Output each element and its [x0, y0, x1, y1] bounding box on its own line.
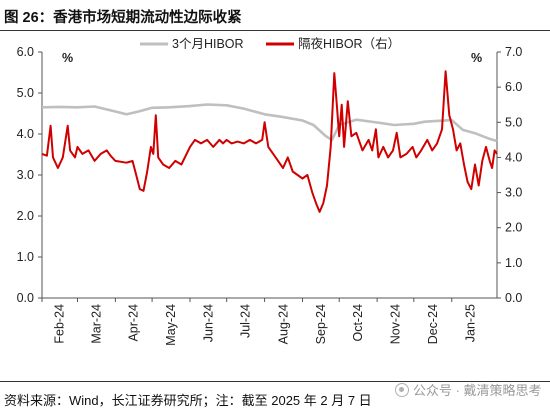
- right-tick-label: 1.0: [505, 256, 522, 270]
- right-axis-unit: %: [471, 51, 482, 65]
- wechat-account-icon: [395, 382, 409, 397]
- left-tick-label: 2.0: [17, 209, 34, 223]
- x-tick-label: Sep-24: [314, 304, 328, 344]
- legend-label: 隔夜HIBOR（右）: [298, 36, 400, 51]
- x-tick-label: May-24: [164, 304, 178, 346]
- series-line-3m-hibor: [41, 103, 498, 143]
- x-tick-label: Jul-24: [239, 304, 253, 338]
- source-note: 资料来源：Wind，长江证券研究所；注：截至 2025 年 2 月 7 日: [4, 393, 372, 408]
- left-tick-label: 5.0: [17, 86, 34, 100]
- left-axis-unit: %: [62, 51, 73, 65]
- right-tick-label: 3.0: [505, 186, 522, 200]
- right-tick-label: 6.0: [505, 80, 522, 94]
- footer-divider: [0, 381, 550, 382]
- right-tick-label: 5.0: [505, 115, 522, 129]
- series-line-overnight-hibor: [41, 70, 498, 213]
- legend-label: 3个月HIBOR: [172, 37, 244, 51]
- x-tick-label: Nov-24: [388, 304, 402, 344]
- x-tick-label: Aug-24: [277, 304, 291, 344]
- left-tick-label: 0.0: [17, 291, 34, 305]
- series-layer: [41, 70, 498, 213]
- right-tick-label: 7.0: [505, 45, 522, 59]
- left-tick-label: 4.0: [17, 127, 34, 141]
- right-tick-label: 0.0: [505, 291, 522, 305]
- chart-title: 图 26：香港市场短期流动性边际收紧: [4, 10, 242, 26]
- right-tick-label: 2.0: [505, 221, 522, 235]
- x-tick-label: Jun-24: [201, 304, 215, 342]
- x-tick-label: Oct-24: [351, 304, 365, 342]
- left-tick-label: 6.0: [17, 45, 34, 59]
- legend: 3个月HIBOR 隔夜HIBOR（右）: [140, 36, 400, 51]
- x-tick-label: Feb-24: [53, 304, 67, 344]
- x-tick-label: Dec-24: [426, 304, 440, 344]
- axes: 0.0 1.0 2.0 3.0 4.0 5.0 6.0 0.0 1.0 2.0 3.0 4.0 5.0 6…: [17, 45, 523, 346]
- x-tick-label: Mar-24: [89, 304, 103, 344]
- left-tick-label: 1.0: [17, 250, 34, 264]
- left-tick-label: 3.0: [17, 168, 34, 182]
- x-tick-label: Apr-24: [127, 304, 141, 342]
- title-bar: 图 26：香港市场短期流动性边际收紧: [0, 0, 550, 30]
- watermark: 公众号 · 戴清策略思考: [395, 380, 542, 399]
- right-tick-label: 4.0: [505, 150, 522, 164]
- x-tick-label: Jan-25: [464, 304, 478, 342]
- chart-canvas: 0.0 1.0 2.0 3.0 4.0 5.0 6.0 0.0 1.0 2.0 3.0 4.0 5.0 6…: [17, 36, 523, 346]
- title-divider: [0, 30, 550, 31]
- watermark-label: 公众号 · 戴清策略思考: [413, 383, 542, 398]
